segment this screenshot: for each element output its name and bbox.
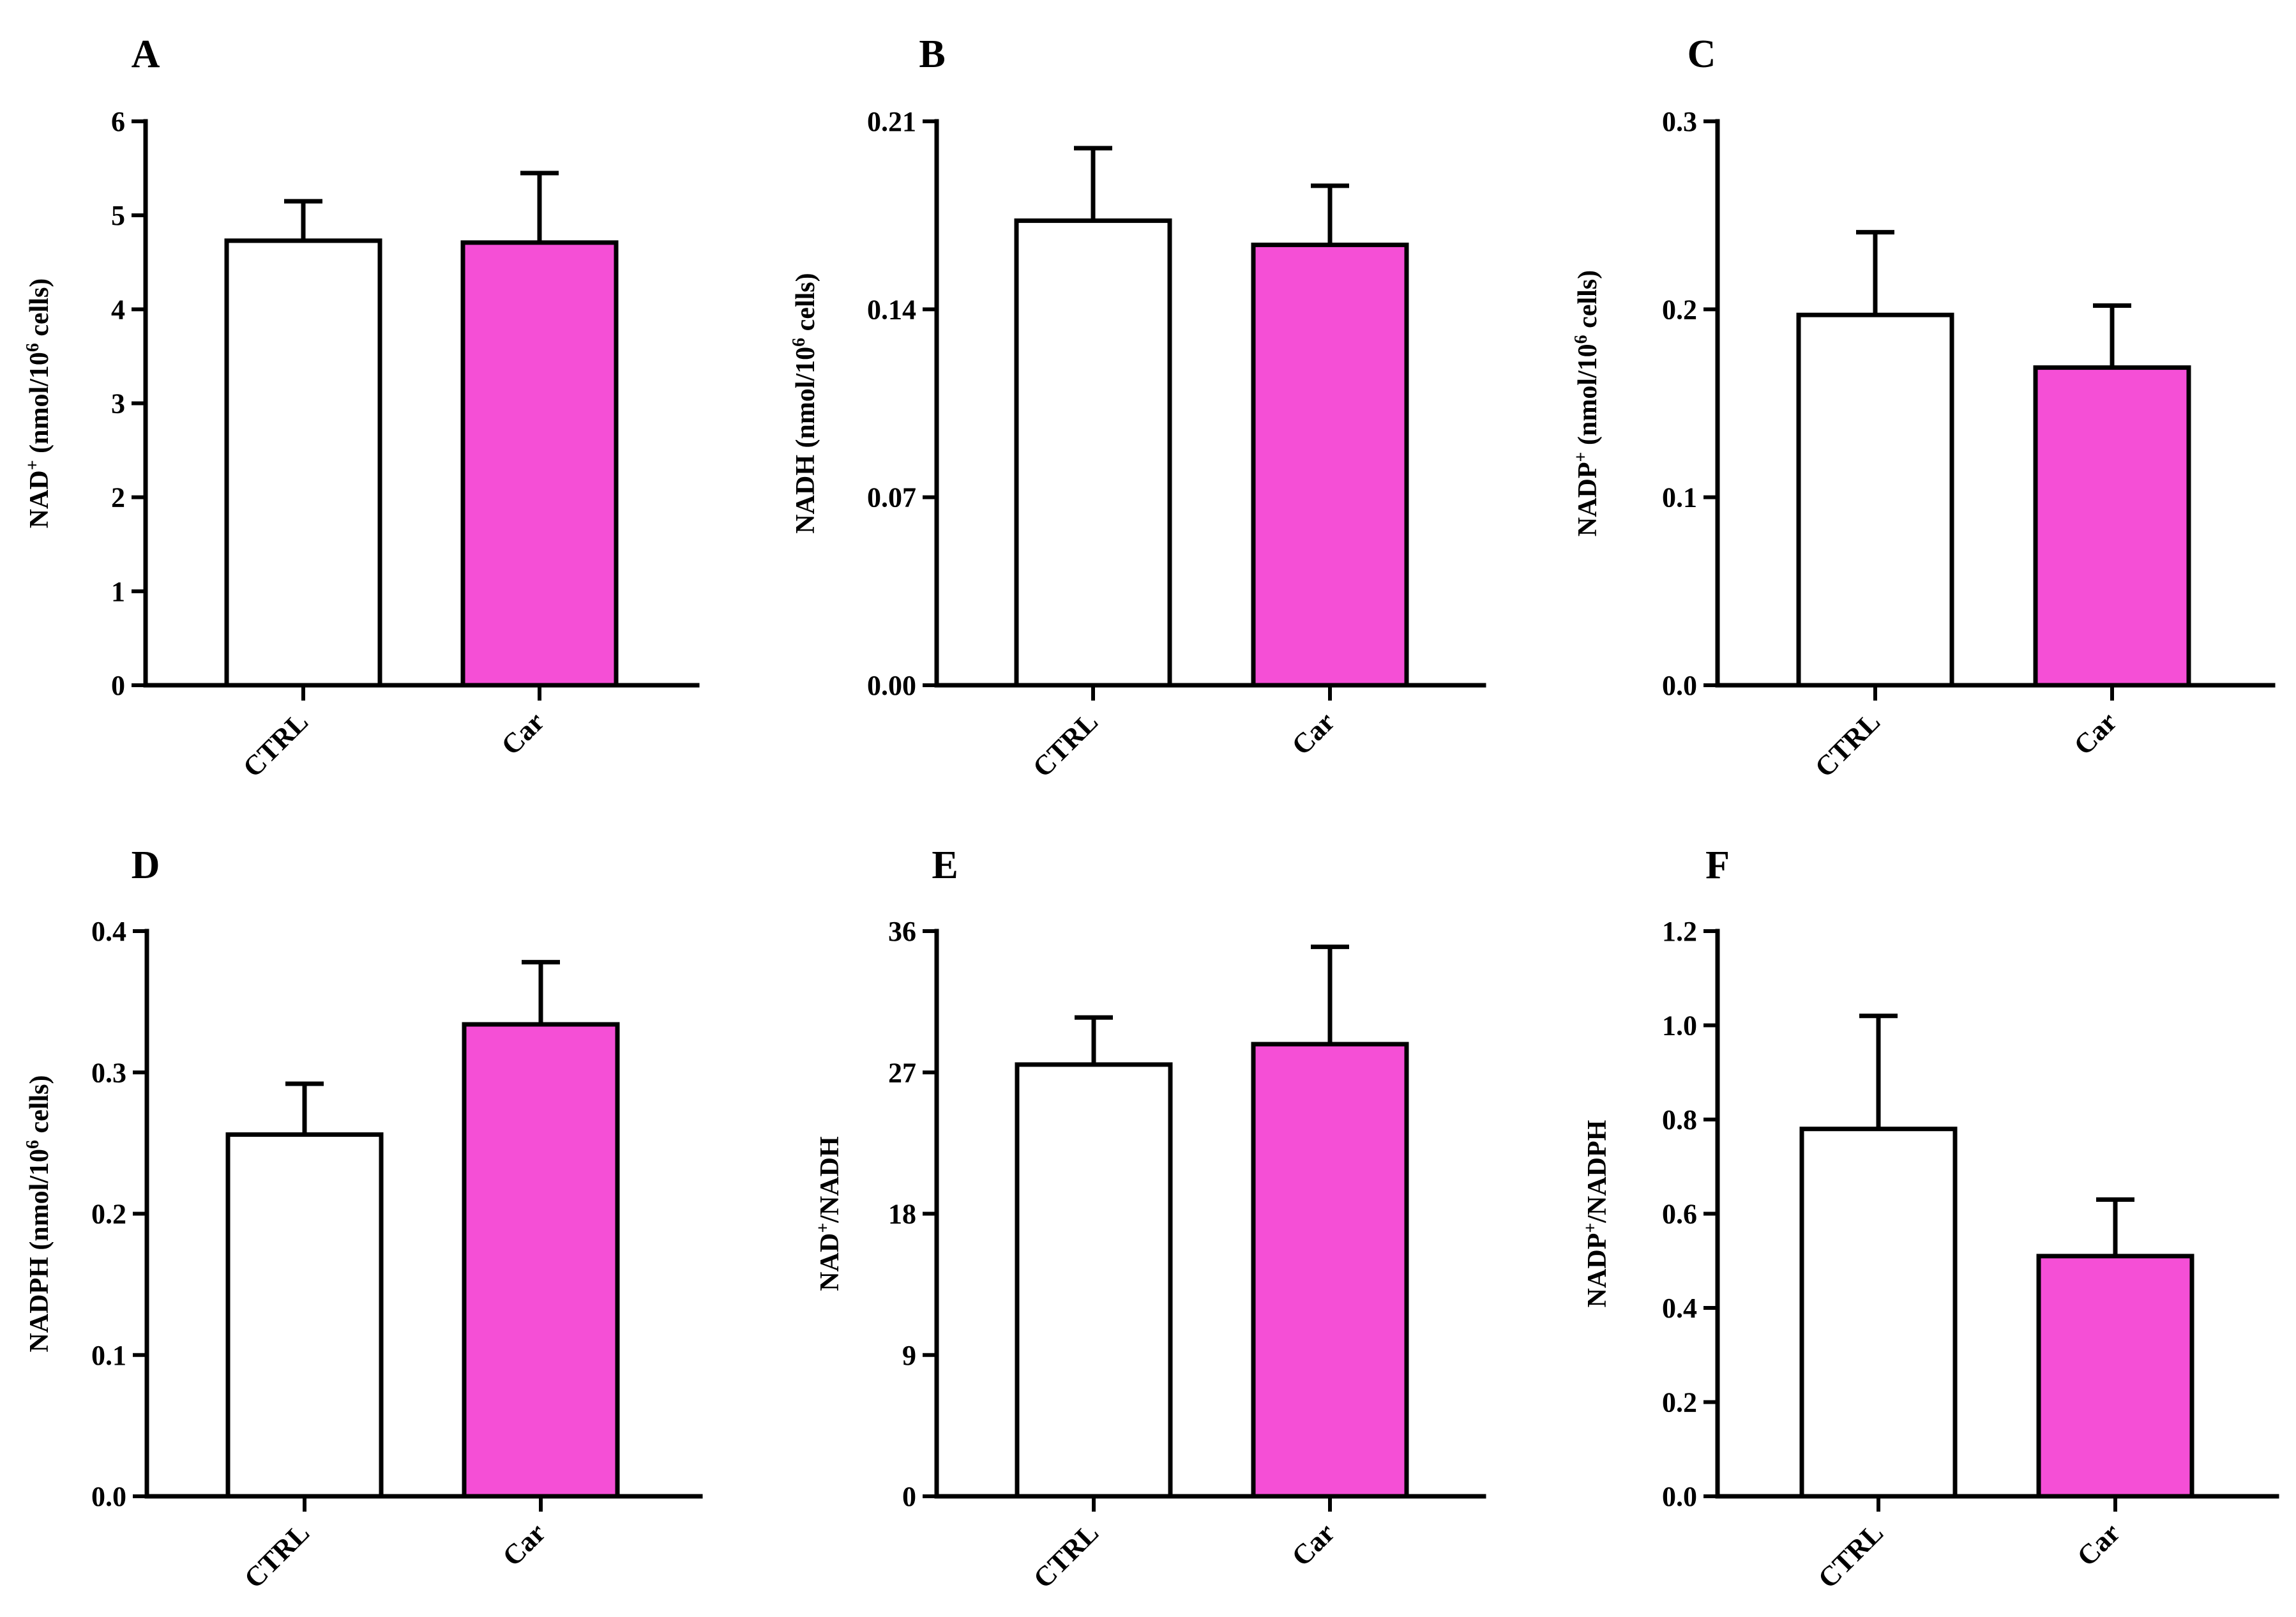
x-tick-label-car: Car bbox=[1286, 706, 1341, 761]
y-axis-title-superscript: + bbox=[23, 460, 43, 470]
y-axis-title-text: NAD bbox=[25, 470, 54, 528]
y-tick-label: 0.0 bbox=[91, 1481, 126, 1512]
panel-b: B 0.00 0.07 0.14 0.21 CTRL Car NADH (nmol/106 c… bbox=[789, 33, 1486, 784]
x-tick-label-car: Car bbox=[2068, 706, 2123, 761]
bar-ctrl bbox=[1014, 218, 1172, 688]
y-tick-label: 0.1 bbox=[1662, 482, 1697, 513]
y-tick-label: 18 bbox=[888, 1199, 916, 1230]
y-tick-label: 0 bbox=[111, 670, 125, 701]
y-axis-title-text: cells) bbox=[1573, 270, 1603, 335]
y-tick-label: 0.2 bbox=[1662, 1387, 1697, 1418]
y-tick-label: 0.07 bbox=[867, 482, 916, 513]
y-axis-title-superscript: + bbox=[1581, 1223, 1601, 1233]
y-tick-label: 1 bbox=[111, 576, 125, 607]
bar-ctrl bbox=[1796, 312, 1954, 688]
y-tick-label: 0.6 bbox=[1662, 1199, 1697, 1230]
y-tick-label: 0 bbox=[902, 1481, 916, 1512]
y-tick-label: 3 bbox=[111, 388, 125, 420]
y-tick-label: 1.2 bbox=[1662, 916, 1697, 947]
panel-c: C 0.0 0.1 0.2 0.3 CTRL Car NADP+ (nmol/106 cell… bbox=[1571, 33, 2276, 784]
y-axis-title: NADP+ (nmol/106 cells) bbox=[1571, 270, 1603, 536]
y-tick-label: 6 bbox=[111, 106, 125, 137]
bar-ctrl bbox=[1799, 1127, 1958, 1499]
y-axis-title-text: NADPH (nmol/10 bbox=[25, 1149, 54, 1353]
y-axis-title-superscript: 6 bbox=[1571, 335, 1591, 344]
panel-letter-c: C bbox=[1688, 33, 1716, 76]
y-axis-title-text: /NADPH bbox=[1583, 1120, 1612, 1224]
y-tick-label: 27 bbox=[888, 1057, 916, 1088]
y-axis-title-text: cells) bbox=[25, 1075, 54, 1140]
y-axis-title: NAD+ (nmol/106 cells) bbox=[23, 278, 55, 529]
y-tick-label: 0.0 bbox=[1662, 670, 1697, 701]
y-tick-label: 0.3 bbox=[91, 1057, 126, 1088]
y-axis-title-text: /NADH bbox=[815, 1136, 845, 1223]
y-tick-label: 0.14 bbox=[867, 294, 916, 325]
y-tick-label: 36 bbox=[888, 916, 916, 947]
x-tick-label-ctrl: CTRL bbox=[1027, 1517, 1105, 1594]
bar-car bbox=[2036, 1254, 2194, 1499]
y-tick-label: 1.0 bbox=[1662, 1010, 1697, 1042]
panel-letter-d: D bbox=[132, 844, 160, 887]
panel-letter-b: B bbox=[919, 33, 945, 76]
y-tick-label: 0.4 bbox=[1662, 1293, 1697, 1324]
y-axis-title: NADH (nmol/106 cells) bbox=[789, 273, 821, 533]
y-tick-label: 0.1 bbox=[91, 1340, 126, 1371]
y-tick-label: 2 bbox=[111, 482, 125, 513]
y-axis-title-text: NADP bbox=[1573, 462, 1603, 536]
y-axis-title-superscript: 6 bbox=[23, 1140, 43, 1149]
bar-car bbox=[1251, 242, 1409, 688]
y-axis-title: NADP+/NADPH bbox=[1581, 1120, 1613, 1308]
y-axis-title: NADPH (nmol/106 cells) bbox=[23, 1075, 55, 1353]
x-tick-label-car: Car bbox=[497, 1517, 552, 1572]
y-axis-title-text: NADP bbox=[1583, 1233, 1612, 1308]
x-tick-label-ctrl: CTRL bbox=[238, 1517, 315, 1594]
y-tick-label: 0.0 bbox=[1662, 1481, 1697, 1512]
bar-car bbox=[460, 240, 619, 688]
y-tick-label: 0.3 bbox=[1662, 106, 1697, 137]
y-tick-label: 0.21 bbox=[867, 106, 916, 137]
x-tick-label-car: Car bbox=[495, 706, 550, 761]
y-axis-title-superscript: 6 bbox=[789, 338, 809, 347]
bar-car bbox=[1251, 1042, 1409, 1499]
bar-ctrl bbox=[1015, 1062, 1173, 1499]
y-axis-title-text: NADH (nmol/10 bbox=[791, 347, 820, 534]
y-axis-title: NAD+/NADH bbox=[813, 1136, 845, 1291]
panel-letter-a: A bbox=[132, 33, 160, 76]
y-axis-title-superscript: 6 bbox=[23, 343, 43, 352]
x-tick-label-ctrl: CTRL bbox=[1809, 706, 1886, 783]
y-tick-label: 0.4 bbox=[91, 916, 126, 947]
y-tick-label: 5 bbox=[111, 200, 125, 231]
bar-car bbox=[2033, 365, 2191, 688]
panel-d: D 0.0 0.1 0.2 0.3 0.4 CTRL Car NADPH (nmol/106 c… bbox=[23, 844, 703, 1595]
y-tick-label: 0.2 bbox=[1662, 294, 1697, 325]
y-tick-label: 0.8 bbox=[1662, 1104, 1697, 1135]
y-tick-label: 9 bbox=[902, 1340, 916, 1371]
y-axis-title-text: (nmol/10 bbox=[25, 352, 54, 460]
panel-letter-f: F bbox=[1705, 844, 1730, 887]
y-axis-title-text: NAD bbox=[815, 1233, 845, 1291]
y-tick-label: 0.2 bbox=[91, 1199, 126, 1230]
panel-f: F 0.0 0.2 0.4 0.6 0.8 1.0 1.2 CTRL Car NADP+/NADPH bbox=[1581, 844, 2279, 1595]
x-tick-label-ctrl: CTRL bbox=[237, 706, 314, 783]
y-axis-title-text: cells) bbox=[25, 278, 54, 343]
x-tick-label-ctrl: CTRL bbox=[1812, 1517, 1889, 1594]
y-axis-title-text: cells) bbox=[791, 273, 820, 337]
x-tick-label-car: Car bbox=[2071, 1517, 2126, 1572]
x-tick-label-ctrl: CTRL bbox=[1027, 706, 1104, 783]
panel-letter-e: E bbox=[932, 844, 958, 887]
y-axis-title-text: (nmol/10 bbox=[1573, 344, 1603, 452]
x-tick-label-car: Car bbox=[1286, 1517, 1341, 1572]
bar-car bbox=[462, 1022, 620, 1499]
panel-e: E 0 9 18 27 36 CTRL Car NAD+/NADH bbox=[813, 844, 1486, 1595]
y-axis-title-superscript: + bbox=[1571, 452, 1591, 462]
bar-ctrl bbox=[225, 1132, 384, 1499]
bar-ctrl bbox=[224, 238, 382, 688]
y-axis-title-superscript: + bbox=[813, 1223, 833, 1233]
y-tick-label: 0.00 bbox=[867, 670, 916, 701]
y-tick-label: 4 bbox=[111, 294, 125, 325]
